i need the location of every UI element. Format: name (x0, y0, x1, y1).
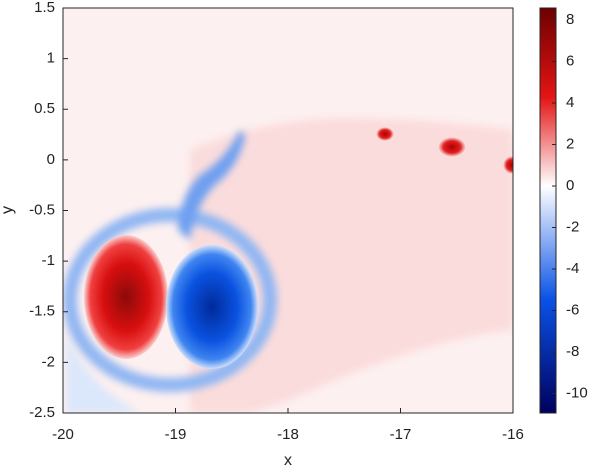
colorbar-tick-label: 6 (566, 52, 574, 69)
x-axis-label: x (284, 452, 292, 469)
x-tick-label: -19 (165, 426, 187, 443)
colorbar-tick-label: -6 (566, 301, 579, 318)
colorbar-tick-label: 2 (566, 135, 574, 152)
field (63, 8, 513, 413)
colorbar-tick-label: -2 (566, 218, 579, 235)
colorbar-frame (539, 7, 557, 414)
colorbar-tick-label: 4 (566, 94, 574, 111)
y-tick-label: -1.5 (29, 303, 55, 320)
y-tick-label: 1.5 (34, 0, 55, 16)
y-tick-label: -1 (42, 252, 55, 269)
colorbar-tick-label: -4 (566, 260, 579, 277)
colorbar (540, 8, 556, 413)
x-tick-label: -20 (52, 426, 74, 443)
x-tick-label: -18 (277, 426, 299, 443)
x-tick-label: -17 (390, 426, 412, 443)
y-tick-label: 0 (47, 151, 55, 168)
y-tick-label: -0.5 (29, 201, 55, 218)
colorbar-tick-label: 8 (566, 11, 574, 28)
y-tick-label: -2 (42, 353, 55, 370)
y-axis-label: y (0, 206, 16, 214)
colorbar-tick-label: 0 (566, 177, 574, 194)
y-tick-label: 0.5 (34, 100, 55, 117)
colorbar-tick-label: -10 (566, 384, 588, 401)
colorbar-tick-label: -8 (566, 343, 579, 360)
y-tick-label: 1 (47, 50, 55, 67)
y-tick-label: -2.5 (29, 404, 55, 421)
x-tick-label: -16 (502, 426, 524, 443)
